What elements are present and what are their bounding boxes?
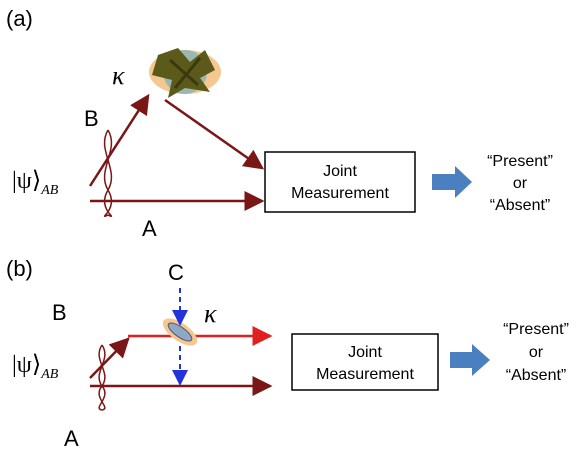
entanglement — [105, 130, 112, 216]
state-ket: |ψ⟩ — [12, 168, 41, 194]
state-subscript: AB — [40, 367, 59, 382]
box-text: Joint — [348, 344, 382, 361]
panel-label: (a) — [6, 6, 33, 31]
output: “Absent” — [506, 367, 566, 384]
state: |ψ⟩AB — [12, 168, 59, 198]
output: or — [513, 175, 528, 192]
kappa: κ — [204, 299, 217, 328]
output: or — [529, 344, 544, 361]
state: |ψ⟩AB — [12, 352, 59, 382]
box-text: Measurement — [316, 366, 414, 383]
output: “Present” — [503, 321, 569, 338]
output: “Absent” — [490, 197, 550, 214]
output: “Present” — [487, 153, 553, 170]
page: (a) κ B |ψ⟩AB A Joint Measurement “Prese… — [0, 0, 582, 457]
state-ket: |ψ⟩ — [12, 352, 41, 378]
measurement-box — [265, 152, 415, 212]
arm-label: A — [142, 216, 157, 241]
kappa: κ — [112, 61, 125, 90]
arrow — [90, 339, 128, 378]
arm-label: B — [52, 300, 67, 325]
entanglement — [99, 345, 105, 410]
box-text: Joint — [323, 163, 357, 180]
probe-label: C — [168, 260, 184, 285]
arrow — [165, 100, 262, 168]
arm-label: B — [84, 106, 99, 131]
box-text: Measurement — [291, 185, 389, 202]
panel-label: (b) — [6, 256, 33, 281]
arm-label: A — [64, 426, 79, 451]
output-arrow — [432, 166, 472, 198]
state-subscript: AB — [40, 183, 59, 198]
object — [149, 48, 221, 98]
diagram: (a) κ B |ψ⟩AB A Joint Measurement “Prese… — [0, 0, 582, 457]
arrow — [90, 96, 148, 186]
output-arrow — [450, 344, 490, 376]
